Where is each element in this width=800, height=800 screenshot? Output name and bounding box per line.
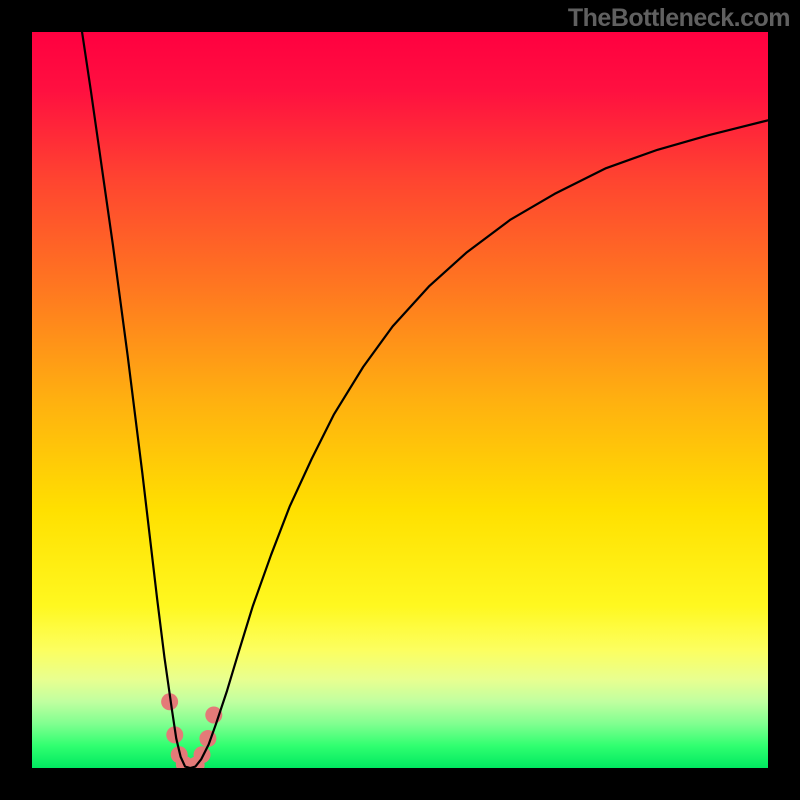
chart-background bbox=[32, 32, 768, 768]
watermark-text: TheBottleneck.com bbox=[568, 4, 790, 33]
bottleneck-chart bbox=[0, 0, 800, 800]
marker-dot bbox=[194, 746, 211, 763]
